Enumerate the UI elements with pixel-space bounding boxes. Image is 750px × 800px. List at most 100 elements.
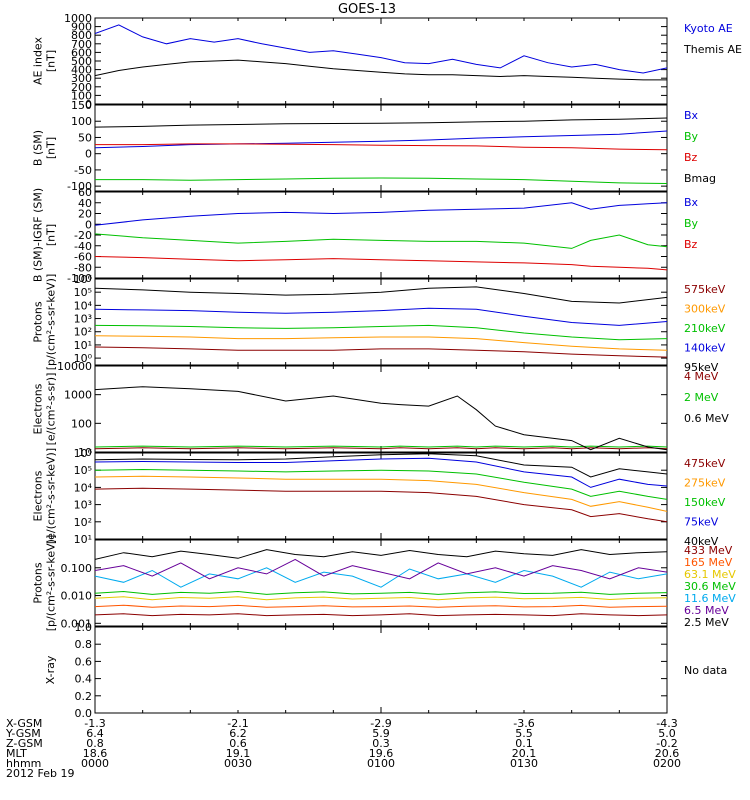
- legend-entry: 300keV: [684, 303, 726, 316]
- y-tick-label: 0.4: [75, 673, 93, 686]
- series-line-30.6-MeV: [95, 590, 667, 595]
- y-tick-label: 100: [71, 115, 92, 128]
- y-tick-label: 0: [85, 148, 92, 161]
- series-line-By: [95, 233, 667, 249]
- y-axis-label: X-ray: [44, 655, 57, 684]
- no-data-note: No data: [684, 664, 727, 677]
- y-tick-label: 10⁴: [74, 299, 93, 312]
- legend-entry: 210keV: [684, 322, 726, 335]
- legend-entry: 2 MeV: [684, 391, 719, 404]
- footer-cell-hhmm: 0030: [224, 757, 252, 770]
- series-line-275keV: [95, 475, 667, 512]
- y-tick-label: 50: [78, 131, 92, 144]
- footer-cell-xgsm: -2.9: [370, 717, 391, 730]
- series-line-0.6-MeV: [95, 386, 667, 451]
- legend-entry: 40keV: [684, 535, 719, 548]
- y-tick-label: 0: [85, 218, 92, 231]
- legend-entry: 165 MeV: [684, 556, 733, 569]
- footer-row-label: X-GSM: [6, 717, 42, 730]
- series-line-140keV: [95, 307, 667, 326]
- series-line-Kyoto-AE: [95, 24, 667, 74]
- series-line-2-MeV: [95, 445, 667, 448]
- series-line-165-MeV: [95, 604, 667, 608]
- y-axis-label: [nT]: [45, 137, 58, 159]
- panel-electrons_low: 10¹ 10² 10³ 10⁴ 10⁵ 10⁶ Electrons [e/(cm²-s-sr-…: [32, 447, 726, 548]
- footer-cell-xgsm: -3.6: [513, 717, 534, 730]
- y-axis-label: [nT]: [45, 224, 58, 246]
- y-tick-label: 10³: [74, 499, 92, 512]
- panel-protons_high: 0.001 0.010 0.100 Protons [p/(cm²-s-sr-keV)]…: [32, 535, 737, 632]
- y-tick-label: 10⁵: [74, 464, 92, 477]
- series-line-Bz: [95, 256, 667, 271]
- y-tick-label: 40: [78, 197, 92, 210]
- series-line-63.1-MeV: [95, 596, 667, 601]
- legend-entry: 140keV: [684, 342, 726, 355]
- y-axis-label: [e/(cm²-s-sr)]: [45, 373, 58, 446]
- y-tick-label: 10: [78, 446, 92, 459]
- y-tick-label: 10⁴: [74, 481, 93, 494]
- series-line-Bmag: [95, 117, 667, 128]
- legend-entry: Themis AE: [683, 43, 742, 56]
- footer-cell-zgsm: 0.3: [372, 737, 390, 750]
- series-line-210keV: [95, 324, 667, 341]
- y-tick-label: 0.8: [75, 638, 93, 651]
- series-line-475keV: [95, 487, 667, 523]
- y-tick-label: 0.010: [61, 590, 93, 603]
- series-line-575keV: [95, 346, 667, 358]
- y-tick-label: 150: [71, 99, 92, 112]
- y-tick-label: 10⁶: [74, 273, 93, 286]
- y-tick-label: 0.0: [75, 707, 93, 720]
- panel-frame: [94, 452, 668, 540]
- y-tick-label: 500: [71, 55, 92, 68]
- series-line-4-MeV: [95, 447, 667, 450]
- footer-row-label: 2012 Feb 19: [6, 767, 74, 780]
- footer-row-label: Z-GSM: [6, 737, 43, 750]
- chart-title: GOES-13: [338, 2, 396, 17]
- series-line-150keV: [95, 468, 667, 500]
- y-tick-label: 1.0: [75, 621, 93, 634]
- legend-entry: Bmag: [684, 172, 716, 185]
- y-tick-label: 60: [78, 186, 92, 199]
- panel-frame: [94, 626, 668, 714]
- y-tick-label: -80: [74, 261, 92, 274]
- y-tick-label: -100: [67, 272, 92, 285]
- footer-cell-zgsm: 0.6: [229, 737, 247, 750]
- y-tick-label: 10¹: [74, 339, 92, 352]
- legend-entry: 4 MeV: [684, 370, 719, 383]
- legend-entry: 575keV: [684, 283, 726, 296]
- series-line-By: [95, 177, 667, 184]
- y-tick-label: 400: [71, 64, 92, 77]
- y-tick-label: 0.001: [61, 617, 93, 630]
- y-tick-label: 10⁰: [74, 352, 93, 365]
- legend-entry: 433 MeV: [684, 544, 733, 557]
- y-axis-label: Electrons: [32, 470, 45, 521]
- legend-entry: 75keV: [684, 516, 719, 529]
- footer-cell-ygsm: 6.4: [86, 727, 104, 740]
- y-tick-label: 20: [78, 208, 92, 221]
- y-tick-label: 100: [71, 417, 92, 430]
- y-axis-label: [e/(cm²-s-sr-keV)]: [45, 448, 58, 544]
- footer-cell-ygsm: 6.2: [229, 727, 247, 740]
- y-tick-label: 10000: [57, 360, 92, 373]
- y-axis-label: Protons: [32, 301, 45, 342]
- footer-row-label: hhmm: [6, 757, 41, 770]
- y-tick-label: 0.2: [75, 690, 93, 703]
- panel-xray: 0.0 0.2 0.4 0.6 0.8 1.0 X-ray No data: [44, 621, 727, 720]
- legend-entry: 30.6 MeV: [684, 580, 736, 593]
- y-tick-label: 0.6: [75, 655, 93, 668]
- footer-cell-hhmm: 0000: [81, 757, 109, 770]
- y-axis-label: AE index: [32, 36, 45, 85]
- legend-entry: 95keV: [684, 361, 719, 374]
- y-axis-label: B (SM): [32, 130, 45, 166]
- footer-cell-ygsm: 5.9: [372, 727, 390, 740]
- footer-cell-mlt: 19.1: [226, 747, 251, 760]
- y-axis-label: Electrons: [32, 383, 45, 434]
- series-line-Themis-AE: [95, 59, 667, 81]
- y-tick-label: 10⁶: [74, 447, 93, 460]
- y-tick-label: 10²: [74, 516, 92, 529]
- y-tick-label: 700: [71, 38, 92, 51]
- y-axis-label: [p/(cm²-s-sr-keV)]: [45, 535, 58, 632]
